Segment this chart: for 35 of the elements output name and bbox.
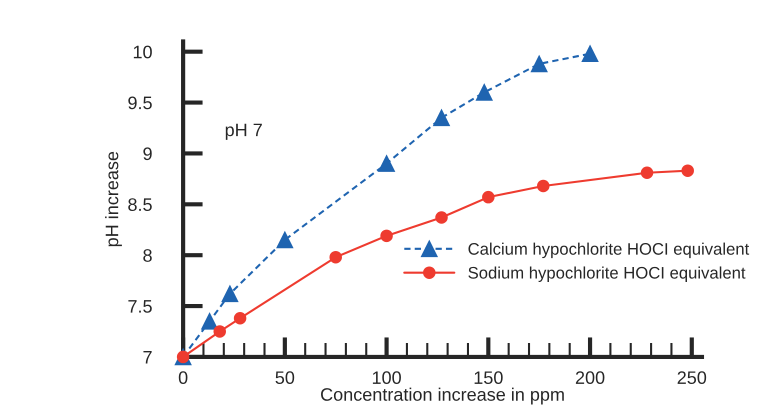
y-axis-title: pH increase bbox=[105, 152, 122, 246]
y-tick-label: 7.5 bbox=[128, 300, 152, 313]
y-tick-label: 8.5 bbox=[128, 198, 152, 212]
point bbox=[222, 285, 238, 302]
point bbox=[681, 164, 694, 177]
point bbox=[537, 180, 550, 192]
x-tick-label: 200 bbox=[576, 371, 604, 384]
point bbox=[329, 250, 342, 264]
point bbox=[482, 190, 495, 204]
y-tick-label: 9 bbox=[143, 147, 152, 160]
point bbox=[433, 109, 450, 126]
point bbox=[234, 312, 246, 324]
x-tick-label: 0 bbox=[178, 371, 188, 384]
y-tick-label: 8 bbox=[143, 249, 152, 262]
point bbox=[276, 232, 294, 248]
point bbox=[530, 56, 548, 72]
point bbox=[582, 45, 598, 62]
legend-label: Calcium hypochlorite HOCI equivalent bbox=[468, 242, 750, 258]
y-tick-label: 7 bbox=[143, 351, 152, 364]
point bbox=[435, 211, 448, 224]
x-axis-title: Concentration increase in ppm bbox=[321, 388, 564, 404]
y-tick-label: 10 bbox=[134, 46, 152, 58]
y-tick-label: 9.5 bbox=[128, 96, 152, 110]
point bbox=[380, 230, 393, 242]
point bbox=[201, 312, 218, 330]
legend-label: Sodium hypochlorite HOCI equivalent bbox=[468, 266, 746, 282]
x-tick-label: 50 bbox=[276, 371, 294, 384]
x-tick-label: 100 bbox=[372, 371, 401, 384]
point bbox=[476, 84, 493, 101]
point bbox=[640, 166, 654, 179]
x-tick-label: 150 bbox=[474, 371, 503, 384]
annotation: pH 7 bbox=[226, 124, 262, 140]
x-tick-label: 250 bbox=[678, 371, 706, 384]
point bbox=[213, 325, 226, 338]
point bbox=[378, 155, 395, 172]
